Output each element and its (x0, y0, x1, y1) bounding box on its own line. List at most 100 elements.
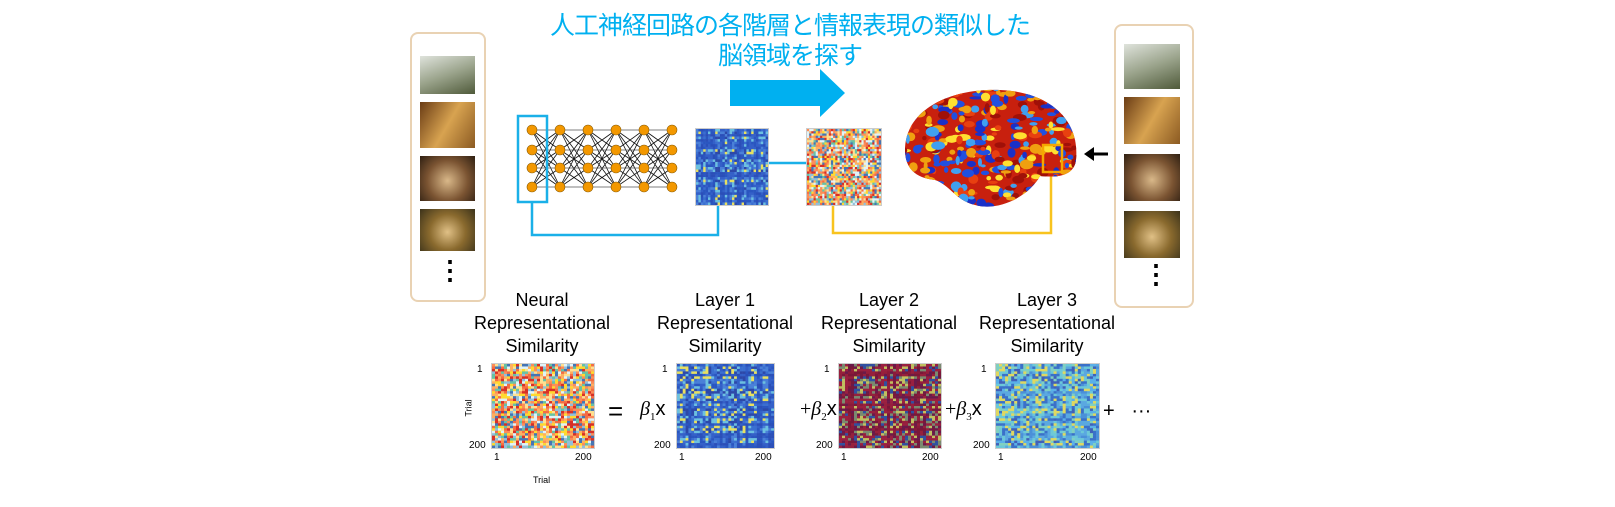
matrix-cell (768, 401, 772, 404)
matrix-cell (696, 381, 701, 385)
matrix-cell (504, 406, 508, 409)
matrix-cell (739, 167, 742, 170)
matrix-cell (748, 174, 752, 178)
matrix-cell (754, 435, 758, 439)
matrix-cell (744, 136, 747, 140)
matrix-cell (540, 388, 544, 392)
matrix-cell (510, 430, 514, 434)
matrix-cell (700, 192, 704, 196)
matrix-cell (725, 410, 729, 414)
matrix-cell (807, 191, 810, 195)
matrix-cell (807, 131, 810, 134)
matrix-cell (492, 420, 496, 424)
matrix-cell (703, 164, 706, 168)
matrix-cell (576, 438, 580, 441)
matrix-cell (870, 173, 873, 177)
matrix-cell (876, 155, 880, 159)
matrix-cell (715, 197, 718, 201)
matrix-cell (585, 381, 589, 385)
matrix-cell (558, 418, 562, 422)
brain-activation-blob (1064, 162, 1069, 169)
matrix-cell (811, 140, 814, 143)
matrix-cell (711, 381, 715, 385)
matrix-cell (762, 428, 766, 432)
matrix-cell (748, 408, 752, 412)
matrix-cell (699, 445, 703, 448)
matrix-cell (724, 179, 728, 183)
matrix-cell (522, 378, 526, 382)
matrix-cell (582, 420, 586, 424)
matrix-cell (708, 179, 711, 183)
matrix-cell (495, 378, 499, 382)
matrix-cell (495, 386, 499, 390)
matrix-cell (492, 364, 496, 367)
matrix-cell (699, 368, 703, 372)
matrix-cell (759, 386, 763, 390)
matrix-cell (734, 386, 738, 390)
matrix-cell (516, 393, 520, 397)
matrix-cell (765, 199, 768, 203)
matrix-cell (504, 413, 508, 417)
matrix-cell (570, 443, 574, 446)
matrix-cell (739, 388, 743, 392)
matrix-cell (715, 167, 718, 170)
matrix-cell (756, 403, 761, 407)
matrix-cell (768, 440, 772, 444)
matrix-cell (714, 406, 718, 409)
matrix-cell (890, 366, 894, 370)
matrix-cell (863, 167, 867, 170)
matrix-cell (696, 146, 699, 150)
matrix-cell (576, 381, 580, 385)
brain-activation-blob (1015, 210, 1021, 219)
matrix-cell (837, 202, 840, 205)
matrix-cell (870, 175, 873, 179)
brain-activation-blob (997, 164, 1007, 171)
matrix-cell (863, 151, 867, 154)
matrix-cell (844, 175, 847, 179)
matrix-cell (703, 192, 706, 196)
brain-activation-blob (1071, 114, 1077, 124)
matrix-cell (763, 197, 766, 201)
matrix-cell (876, 133, 880, 137)
matrix-cell (765, 440, 769, 444)
matrix-cell (736, 192, 740, 196)
matrix-cell (739, 383, 743, 387)
matrix-cell (588, 420, 592, 424)
matrix-cell (734, 445, 738, 448)
matrix-cell (552, 373, 556, 377)
matrix-cell (591, 443, 594, 446)
matrix-cell (567, 396, 571, 399)
matrix-cell (519, 371, 523, 375)
matrix-cell (564, 420, 568, 424)
matrix-cell (826, 180, 830, 183)
matrix-cell (561, 418, 565, 422)
matrix-cell (731, 406, 735, 409)
matrix-cell (771, 435, 774, 439)
matrix-cell (824, 164, 827, 168)
matrix-cell (852, 187, 856, 190)
matrix-cell (558, 438, 562, 441)
matrix-cell (703, 154, 706, 158)
matrix-cell (902, 364, 906, 367)
matrix-cell (711, 413, 715, 417)
matrix-cell (708, 386, 712, 390)
matrix-cell (865, 131, 869, 134)
matrix-cell (736, 398, 741, 402)
matrix-cell (872, 160, 875, 163)
matrix-cell (753, 174, 757, 178)
matrix-cell (760, 144, 764, 148)
matrix-cell (841, 196, 845, 199)
matrix-cell (727, 149, 730, 153)
matrix-cell (826, 178, 830, 181)
matrix-cell (549, 443, 553, 446)
matrix-cell (495, 391, 499, 394)
matrix-cell (857, 151, 860, 154)
matrix-cell (844, 153, 847, 157)
matrix-cell (504, 391, 508, 394)
matrix-cell (745, 428, 749, 432)
matrix-cell (567, 378, 571, 382)
matrix-cell (745, 430, 749, 434)
matrix-cell (841, 202, 845, 205)
matrix-cell (719, 445, 723, 448)
brain-activation-blob (905, 113, 917, 122)
